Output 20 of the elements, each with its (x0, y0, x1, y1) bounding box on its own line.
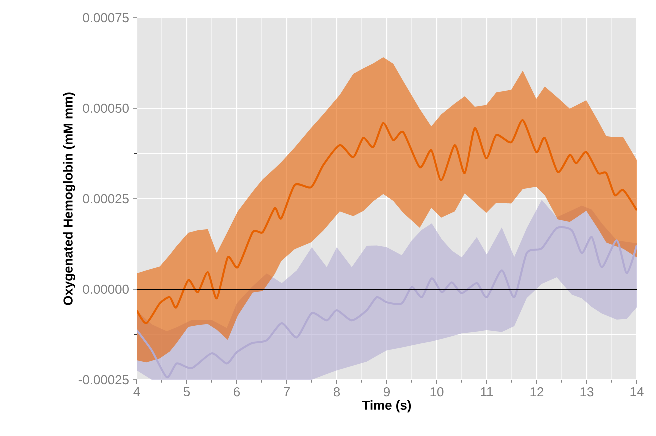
y-tick-label: 0.00000 (83, 284, 129, 294)
x-tick-label: 14 (630, 388, 644, 396)
y-axis-title: Oxygenated Hemoglobin (mM mm) (63, 92, 76, 306)
y-tick-label: 0.00075 (83, 13, 129, 23)
x-tick-label: 10 (430, 388, 444, 397)
x-axis-title: Time (s) (362, 400, 412, 413)
x-tick-label: 11 (481, 388, 494, 396)
line-series (137, 119, 638, 325)
x-tick-label: 8 (334, 388, 340, 397)
x-tick-label: 13 (580, 388, 594, 397)
x-tick-label: 9 (384, 388, 390, 397)
x-tick-label: 7 (284, 388, 290, 396)
y-tick-label: 0.00025 (83, 194, 129, 204)
x-tick-label: 4 (134, 388, 140, 396)
y-tick-label: 0.00050 (83, 104, 129, 114)
x-tick-label: 5 (184, 388, 190, 397)
x-tick-label: 6 (234, 388, 240, 397)
y-tick-label: -0.00025 (78, 375, 129, 385)
line-series (137, 226, 638, 378)
x-tick-label: 12 (530, 388, 544, 397)
